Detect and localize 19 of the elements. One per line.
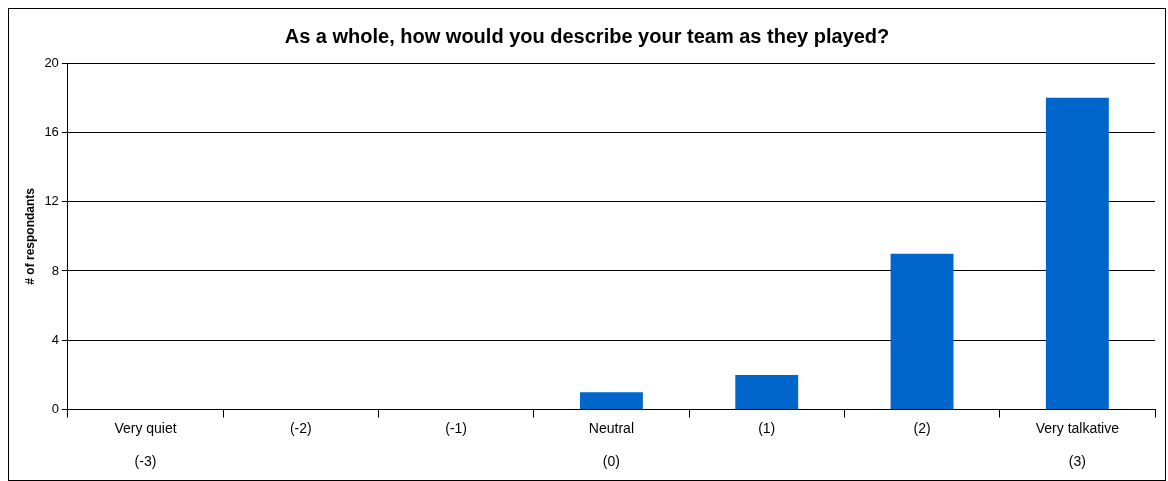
category-label: Neutral (0): [588, 419, 634, 470]
y-tick-label: 0: [51, 401, 59, 417]
bar: [890, 253, 954, 410]
bar: [1045, 97, 1109, 410]
y-tick-label: 16: [44, 123, 59, 139]
bar: [735, 374, 799, 410]
y-axis-title: # of respondants: [22, 187, 37, 285]
x-tick-label: (-2): [289, 419, 312, 436]
category-label: Very quiet (-3): [114, 419, 177, 470]
x-tick-label: (-1): [445, 419, 468, 436]
x-tick-label: (2): [913, 419, 931, 436]
y-tick-label: 8: [51, 262, 59, 278]
category-label: Very talkative (3): [1035, 419, 1119, 470]
x-tick-label: (1): [758, 419, 776, 436]
chart-title: As a whole, how would you describe your team as they played?: [284, 24, 890, 47]
y-tick-label: 20: [44, 54, 59, 70]
bar: [579, 392, 643, 410]
y-tick-label: 12: [44, 193, 59, 209]
y-tick-label: 4: [51, 331, 59, 347]
